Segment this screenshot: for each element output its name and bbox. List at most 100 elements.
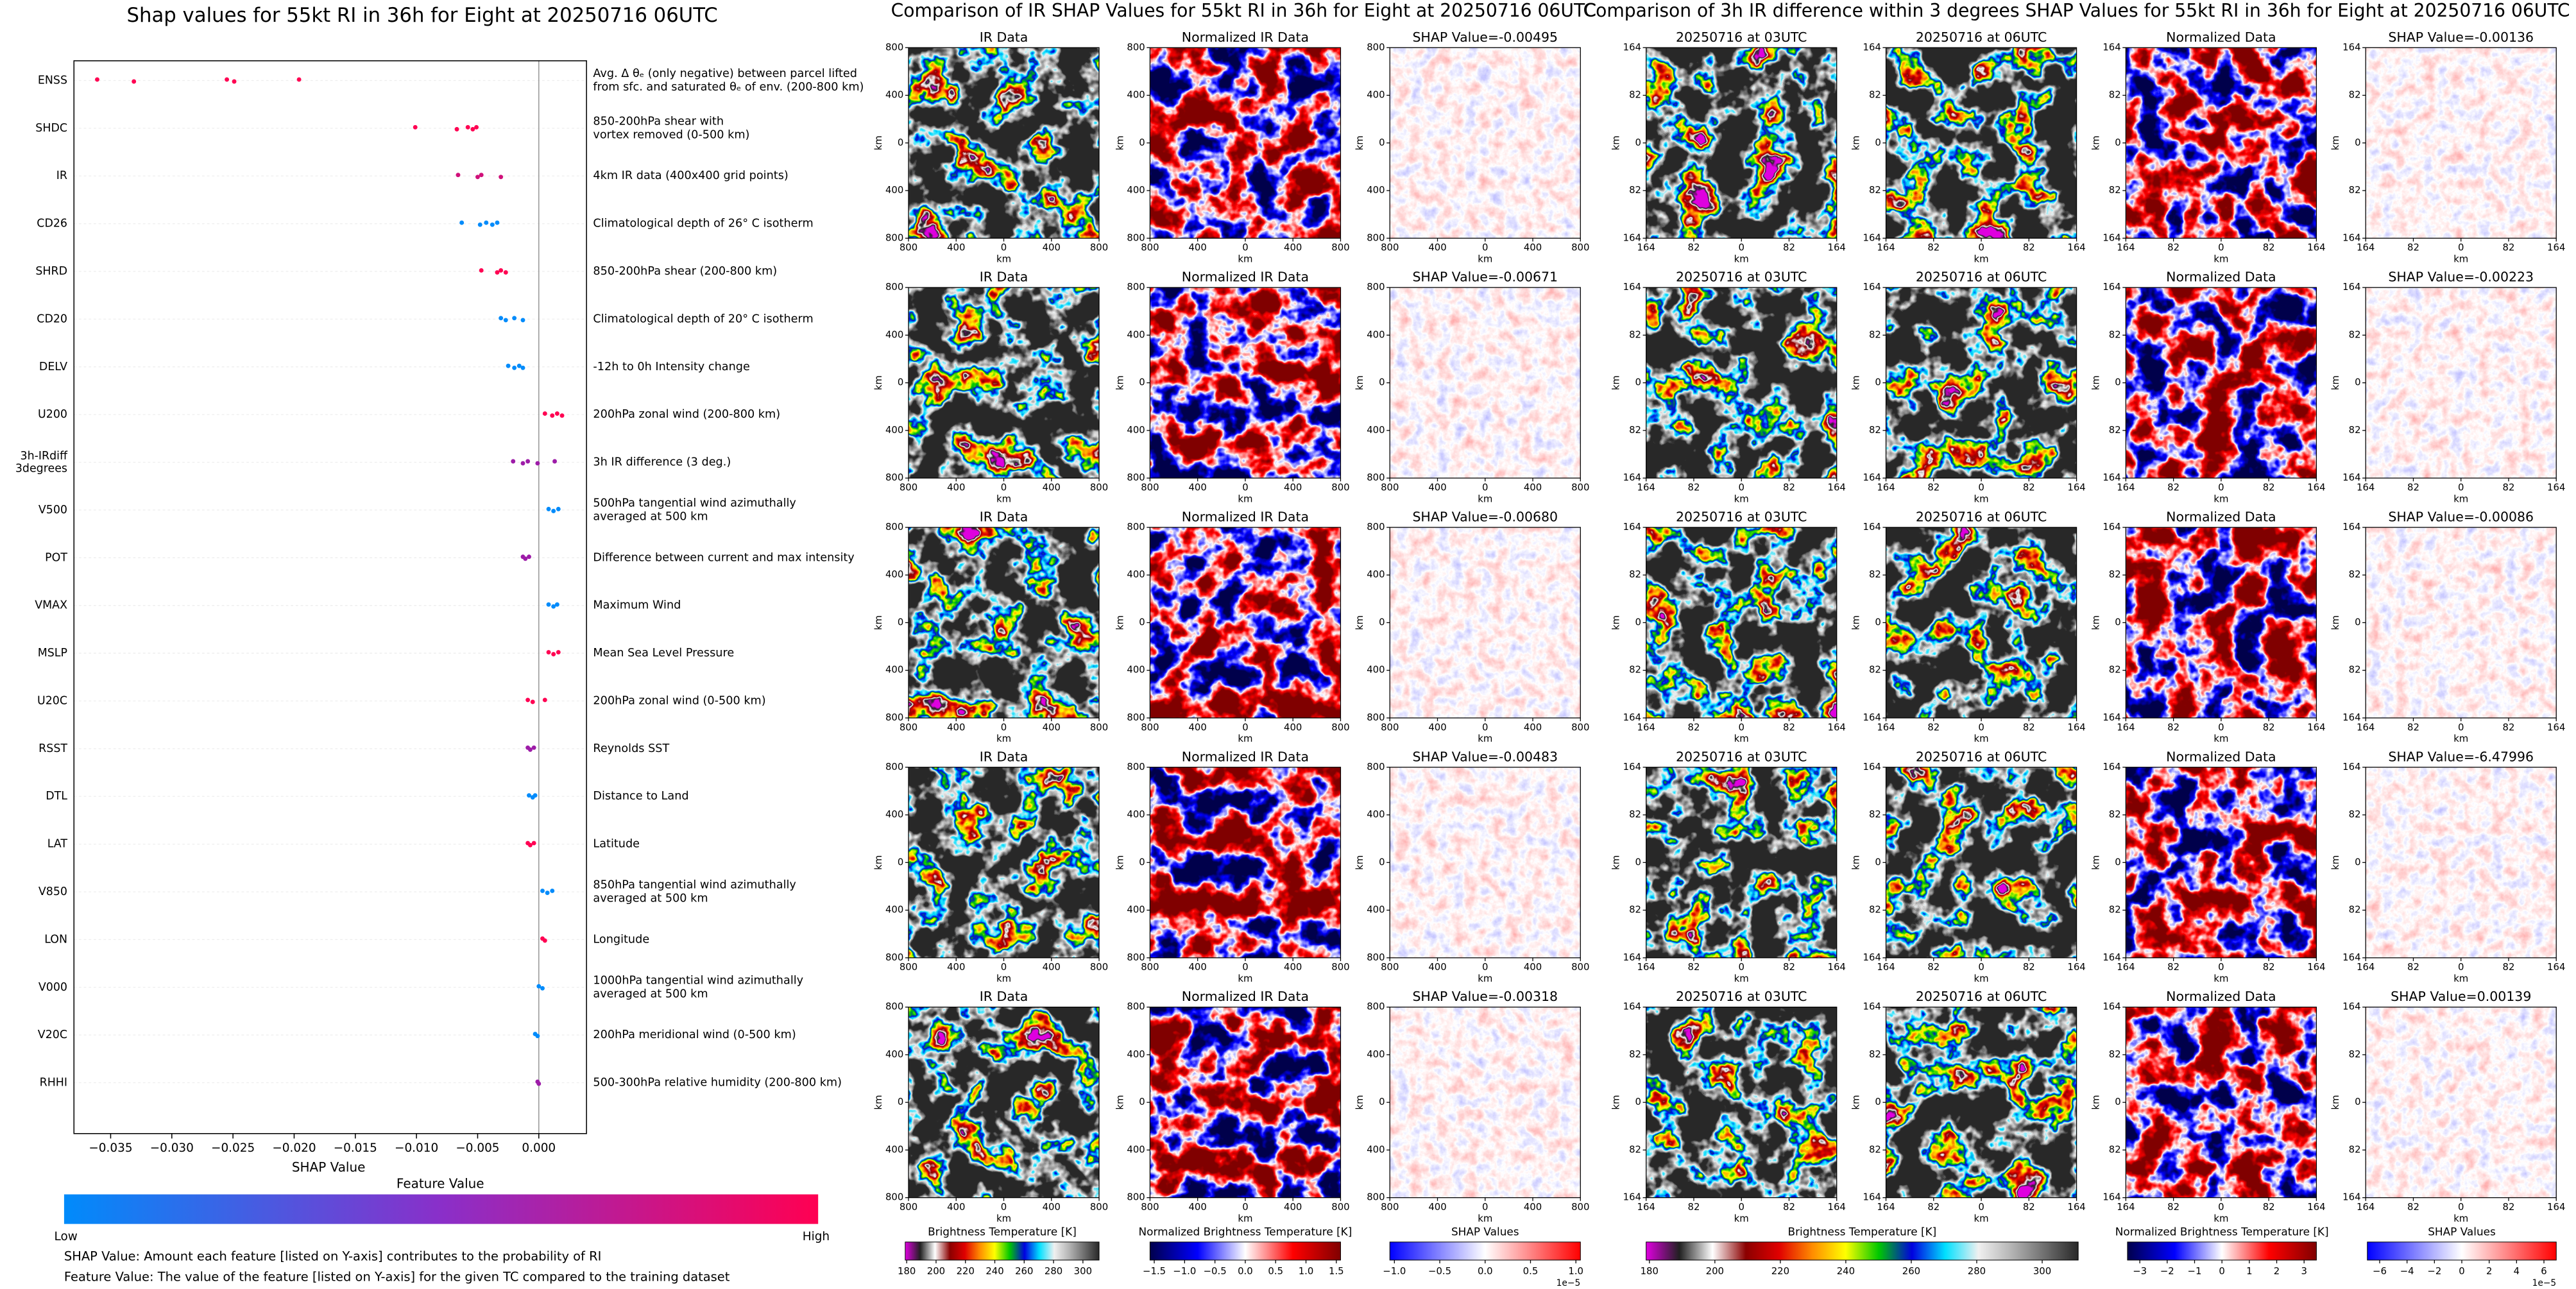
x-tick-label: 164 (1828, 961, 1846, 973)
y-axis-label: km (1610, 375, 1622, 390)
y-tick-label: 164 (1863, 1001, 1881, 1012)
x-axis-label: km (1734, 1213, 1749, 1224)
colorbar-tick-label: 300 (2033, 1265, 2051, 1277)
x-tick-label: 0 (1482, 1201, 1488, 1213)
y-tick-label: 82 (2349, 664, 2361, 676)
shap-point (499, 268, 504, 273)
y-tick-label: 0 (2355, 137, 2360, 148)
feature-description: Avg. Δ θₑ (only negative) between parcel… (593, 67, 864, 94)
y-tick-label: 400 (885, 89, 903, 101)
y-tick-label: 82 (1869, 329, 1881, 340)
shap-point (479, 173, 484, 178)
x-tick-label: 164 (2547, 242, 2565, 253)
y-tick-label: 800 (1367, 1191, 1385, 1203)
y-axis-label: km (1610, 1095, 1622, 1110)
x-tick-label: 400 (1043, 242, 1061, 253)
y-tick-label: 164 (2103, 1001, 2120, 1012)
y-axis-label: km (2330, 375, 2341, 390)
x-tick-label: 82 (1927, 961, 1940, 973)
y-tick-label: 400 (1127, 1048, 1145, 1060)
y-axis-label: km (1610, 615, 1622, 630)
colorbar-tick-label: 1.0 (1299, 1265, 1314, 1277)
x-tick-label: 800 (900, 481, 917, 493)
feature-name: V500 (38, 504, 67, 516)
y-axis-label: km (873, 1095, 884, 1110)
y-tick-label: 82 (1869, 89, 1881, 101)
y-tick-label: 800 (1367, 472, 1385, 483)
x-axis-label: km (2453, 253, 2468, 265)
feature-name: ENSS (38, 74, 67, 87)
x-tick-label: 400 (1188, 242, 1206, 253)
x-tick-label: 164 (2117, 721, 2135, 733)
y-tick-label: 82 (1869, 1143, 1881, 1155)
x-tick-label: 400 (1428, 961, 1446, 973)
shap-point (535, 461, 540, 466)
feature-name: POT (45, 551, 67, 564)
y-tick-label: 164 (2342, 761, 2360, 773)
shap-point (533, 793, 538, 798)
heatmap-image (1390, 287, 1581, 479)
y-tick-label: 400 (885, 329, 903, 340)
x-tick-label: 82 (1783, 1201, 1795, 1213)
y-axis-label: km (873, 855, 884, 870)
x-tick-label: 164 (2067, 481, 2085, 493)
colorbar (64, 1194, 819, 1224)
y-axis-label: km (1610, 135, 1622, 150)
x-axis-label: km (1238, 733, 1252, 744)
shap-point (546, 506, 551, 511)
shap-point (527, 554, 531, 559)
x-tick-label: 164 (1828, 721, 1846, 733)
colorbar-tick-label: −0.5 (1204, 1265, 1227, 1277)
shap-point (550, 413, 555, 418)
shap-point (546, 650, 551, 654)
y-tick-label: 164 (2342, 41, 2360, 53)
y-tick-label: 400 (1367, 424, 1385, 436)
feature-description: Latitude (593, 838, 640, 851)
colorbar-low: Low (55, 1230, 78, 1243)
shap-point (559, 413, 565, 418)
x-tick-label: 82 (2263, 1201, 2275, 1213)
x-tick-label: 0 (1738, 721, 1744, 733)
y-tick-label: 800 (1127, 952, 1145, 963)
feature-name: V20C (38, 1029, 67, 1041)
x-axis-label: km (1478, 733, 1492, 744)
colorbar-tick-label: −2 (2160, 1265, 2174, 1277)
shap-point (525, 459, 531, 464)
heatmap-image (908, 767, 1100, 958)
shap-point (495, 270, 500, 275)
y-axis-label: km (1354, 615, 1365, 630)
x-axis-label: km (2213, 733, 2228, 744)
feature-name: U20C (37, 694, 67, 707)
x-tick-label: 400 (947, 481, 965, 493)
feature-name: CD20 (37, 312, 67, 325)
y-tick-label: 400 (885, 664, 903, 676)
x-tick-label: 82 (2263, 721, 2275, 733)
colorbar-title: Feature Value (397, 1176, 484, 1191)
shap-point (503, 270, 508, 275)
colorbar-tick-label: −2 (2427, 1265, 2441, 1277)
x-tick-label: 82 (1688, 242, 1700, 253)
colorbar-tick-label: 260 (1902, 1265, 1920, 1277)
x-tick-label: 82 (1783, 961, 1795, 973)
y-tick-label: 400 (885, 568, 903, 580)
x-tick-label: 800 (1381, 961, 1399, 973)
colorbar-tick-label: −1.5 (1143, 1265, 1166, 1277)
x-tick-label: 0 (1978, 961, 1984, 973)
y-tick-label: 82 (1629, 664, 1641, 676)
x-tick-label: 400 (1043, 481, 1061, 493)
x-axis-label: km (2453, 973, 2468, 984)
heatmap-image (2366, 1007, 2557, 1198)
x-axis-label: km (2453, 493, 2468, 504)
x-tick-label: 800 (1331, 481, 1349, 493)
shap-point (490, 222, 495, 227)
x-tick-label: 400 (1188, 961, 1206, 973)
y-tick-label: 800 (1127, 521, 1145, 533)
y-tick-label: 400 (1367, 184, 1385, 196)
y-tick-label: 164 (2103, 232, 2120, 243)
x-tick-label: 82 (2023, 721, 2035, 733)
x-tick-label: 164 (1877, 721, 1895, 733)
y-tick-label: 164 (1623, 41, 1641, 53)
x-tick-label: 800 (1090, 1201, 1108, 1213)
x-tick-label: 82 (2263, 242, 2275, 253)
y-tick-label: 800 (885, 41, 903, 53)
